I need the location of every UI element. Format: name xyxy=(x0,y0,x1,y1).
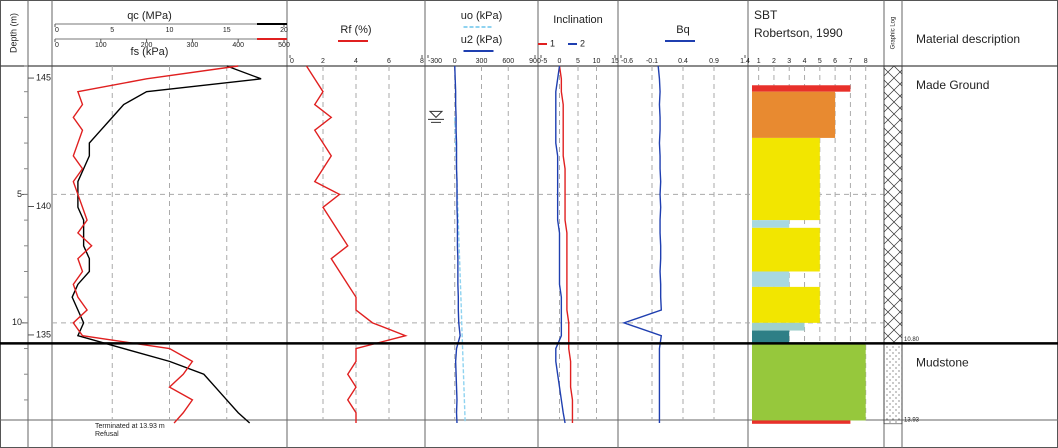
x-tick-label: 0 xyxy=(55,27,59,34)
legend-label: 1 xyxy=(550,38,555,48)
legend-label: u2 (kPa) xyxy=(461,34,503,46)
x-tick-label: 2 xyxy=(772,58,776,65)
sbt-layer xyxy=(752,220,790,228)
refusal: Refusal xyxy=(95,431,119,438)
sbt-layer xyxy=(752,271,790,287)
x-tick-label: 2 xyxy=(321,58,325,65)
x-tick-label: 6 xyxy=(833,58,837,65)
elevation-tick-label: 140 xyxy=(36,201,51,211)
elevation-tick-label: 145 xyxy=(36,72,51,82)
x-tick-label: 20 xyxy=(280,27,288,34)
x-tick-label: 7 xyxy=(848,58,852,65)
x-tick-label: 1 xyxy=(757,58,761,65)
x-tick-label: 5 xyxy=(576,58,580,65)
data-line xyxy=(305,65,408,424)
legend-label: uo (kPa) xyxy=(461,10,503,22)
sbt-layer xyxy=(752,330,790,344)
material-description: Mudstone xyxy=(916,356,969,370)
sbt-subtitle: Robertson, 1990 xyxy=(754,26,843,40)
x-tick-label: -5 xyxy=(541,58,547,65)
data-line xyxy=(454,65,461,424)
x-tick-label: 0 xyxy=(558,58,562,65)
sbt-title: SBT xyxy=(754,8,778,22)
x-tick-label: 0.9 xyxy=(709,58,719,65)
x-tick-label: 0 xyxy=(290,58,294,65)
legend-label: 2 xyxy=(580,38,585,48)
legend-label: fs (kPa) xyxy=(131,46,169,58)
legend-label: Bq xyxy=(676,24,689,36)
x-tick-label: 4 xyxy=(803,58,807,65)
x-tick-label: 200 xyxy=(141,42,153,49)
x-tick-label: 8 xyxy=(864,58,868,65)
sbt-layer xyxy=(752,322,805,331)
boundary-label: 13.93 xyxy=(904,417,920,423)
sbt-layer xyxy=(752,227,820,272)
data-line xyxy=(621,65,663,424)
sbt-layer xyxy=(752,286,820,323)
legend-label: qc (MPa) xyxy=(127,10,172,22)
x-tick-label: 600 xyxy=(502,58,514,65)
x-tick-label: 5 xyxy=(818,58,822,65)
sbt-layer xyxy=(752,420,851,424)
x-tick-label: 0 xyxy=(453,58,457,65)
legend-label: Rf (%) xyxy=(340,24,371,36)
material-header: Material description xyxy=(916,32,1020,46)
x-tick-label: 0 xyxy=(55,42,59,49)
sbt-layer xyxy=(752,343,866,421)
data-line xyxy=(71,65,262,424)
x-tick-label: 500 xyxy=(278,42,290,49)
data-line xyxy=(72,65,239,424)
x-tick-label: 100 xyxy=(95,42,107,49)
x-tick-label: 4 xyxy=(354,58,358,65)
x-tick-label: 400 xyxy=(232,42,244,49)
boundary-label: 10.80 xyxy=(904,337,920,343)
graphic-log-fill xyxy=(883,343,903,425)
graphic-log-label: Graphic Log xyxy=(891,17,897,50)
panel-title: Inclination xyxy=(553,14,603,26)
x-tick-label: 10 xyxy=(593,58,601,65)
x-tick-label: 900 xyxy=(529,58,541,65)
sbt-layer xyxy=(752,137,820,221)
x-tick-label: 15 xyxy=(223,27,231,34)
x-tick-label: 3 xyxy=(787,58,791,65)
sbt-layer xyxy=(752,85,851,92)
x-tick-label: 6 xyxy=(387,58,391,65)
depth-tick-label: 10 xyxy=(12,317,22,327)
graphic-log-fill xyxy=(883,65,903,344)
elevation-tick-label: 135 xyxy=(36,329,51,339)
x-tick-label: 300 xyxy=(187,42,199,49)
data-line xyxy=(555,65,566,424)
x-tick-label: 10 xyxy=(166,27,174,34)
material-description: Made Ground xyxy=(916,78,989,92)
water-table xyxy=(428,110,444,123)
depth-label: Depth (m) xyxy=(8,13,18,53)
x-tick-label: 15 xyxy=(611,58,619,65)
x-tick-label: 5 xyxy=(110,27,114,34)
x-tick-label: 0.4 xyxy=(678,58,688,65)
x-tick-label: 8 xyxy=(420,58,424,65)
x-tick-label: 1.4 xyxy=(740,58,750,65)
sbt-layer xyxy=(752,91,836,138)
depth-tick-label: 5 xyxy=(17,189,22,199)
x-tick-label: 300 xyxy=(476,58,488,65)
x-tick-label: -300 xyxy=(428,58,442,65)
termination: Terminated at 13.93 m xyxy=(95,423,165,430)
x-tick-label: -0.6 xyxy=(621,58,633,65)
data-line xyxy=(558,65,574,424)
x-tick-label: -0.1 xyxy=(646,58,658,65)
